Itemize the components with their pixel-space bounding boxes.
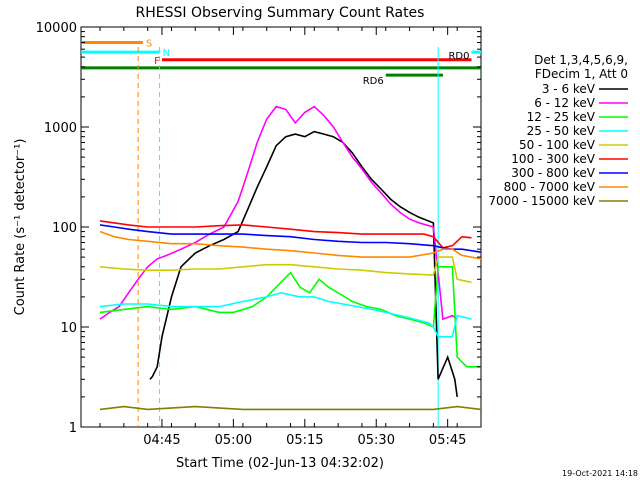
legend-label: 3 - 6 keV	[542, 82, 596, 96]
series-12-25-kev	[99, 265, 481, 368]
legend-label: 6 - 12 keV	[534, 96, 596, 110]
series-800-7000-kev	[99, 230, 482, 260]
y-axis-label: Count Rate (s⁻¹ detector⁻¹)	[13, 139, 28, 316]
legend-label: 100 - 300 keV	[511, 152, 595, 166]
segment-label: RD6	[363, 76, 384, 87]
legend-label: 300 - 800 keV	[511, 166, 595, 180]
y-tick-label: 10000	[36, 21, 77, 36]
series-25-50-kev	[99, 291, 472, 338]
x-tick-label: 05:45	[429, 433, 466, 448]
legend-header: Det 1,3,4,5,6,9,	[534, 53, 628, 67]
segment-label: N	[163, 48, 170, 59]
legend-header: FDecim 1, Att 0	[535, 67, 628, 81]
series-7000-15000-kev	[99, 405, 482, 411]
legend-label: 7000 - 15000 keV	[488, 194, 595, 208]
series-300-800-kev	[99, 224, 482, 253]
series-50-100-kev	[99, 256, 472, 284]
x-tick-label: 05:15	[286, 433, 323, 448]
series-6-12-kev	[99, 105, 458, 321]
footer-timestamp: 19-Oct-2021 14:18	[562, 469, 638, 478]
series-3-6-kev	[149, 130, 458, 398]
legend: Det 1,3,4,5,6,9,FDecim 1, Att 03 - 6 keV…	[488, 53, 628, 208]
x-tick-label: 05:30	[358, 433, 395, 448]
instrument-state-segments: SNF RD0 RD6	[81, 38, 481, 87]
chart-title: RHESSI Observing Summary Count Rates	[136, 5, 425, 21]
x-axis-label: Start Time (02-Jun-13 04:32:02)	[176, 456, 384, 471]
y-tick-label: 10	[60, 321, 77, 336]
legend-label: 50 - 100 keV	[519, 138, 596, 152]
legend-label: 800 - 7000 keV	[504, 180, 596, 194]
series-lines	[99, 105, 482, 411]
legend-label: 12 - 25 keV	[527, 110, 596, 124]
x-tick-label: 04:45	[143, 433, 180, 448]
series-100-300-kev	[99, 220, 472, 249]
y-tick-label: 100	[52, 221, 77, 236]
y-tick-label: 1000	[44, 121, 77, 136]
segment-label: F	[154, 56, 160, 67]
axes: 1 10 100 1000 10000 04:45 05:00 05:15 05:30 05:45…	[13, 21, 482, 448]
legend-label: 25 - 50 keV	[527, 124, 596, 138]
y-tick-label: 1	[69, 421, 77, 436]
segment-label: S	[146, 38, 152, 49]
x-tick-label: 05:00	[215, 433, 252, 448]
segment-label: RD0	[448, 51, 469, 62]
